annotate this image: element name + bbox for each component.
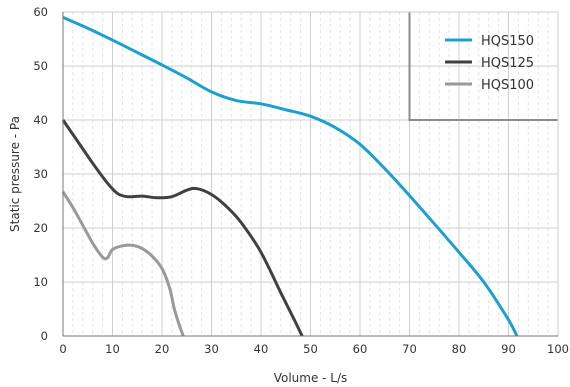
x-tick-label: 0 [59,342,66,356]
x-axis-title: Volume - L/s [274,371,348,385]
x-tick-label: 90 [501,342,516,356]
x-tick-label: 20 [155,342,170,356]
series-lines [61,16,519,337]
series-line-hqs125 [61,119,304,337]
grid [63,12,558,336]
series-line-hqs100 [61,191,185,337]
y-tick-label: 10 [33,275,48,289]
x-tick-label: 10 [105,342,120,356]
y-tick-label: 50 [33,59,48,73]
limit-line [408,12,558,121]
x-tick-label: 100 [547,342,569,356]
y-tick-label: 20 [33,221,48,235]
legend-label: HQS100 [481,78,534,93]
legend: HQS150 HQS125 HQS100 [445,34,534,93]
y-axis-title: Static pressure - Pa [8,116,22,232]
x-tick-label: 40 [254,342,269,356]
x-tick-label: 80 [452,342,467,356]
x-tick-label: 70 [402,342,417,356]
legend-label: HQS125 [481,56,534,71]
axes: 0 10 20 30 40 50 60 70 80 90 100 0 10 20 30 40 50 60 [33,5,569,356]
x-tick-label: 30 [204,342,219,356]
x-tick-label: 60 [353,342,368,356]
y-tick-label: 0 [41,329,48,343]
legend-label: HQS150 [481,34,534,49]
y-tick-label: 30 [33,167,48,181]
x-tick-label: 50 [303,342,318,356]
limit-line-path [408,12,558,121]
y-tick-label: 40 [33,113,48,127]
series-line-hqs150 [62,16,519,337]
y-tick-label: 60 [33,5,48,19]
